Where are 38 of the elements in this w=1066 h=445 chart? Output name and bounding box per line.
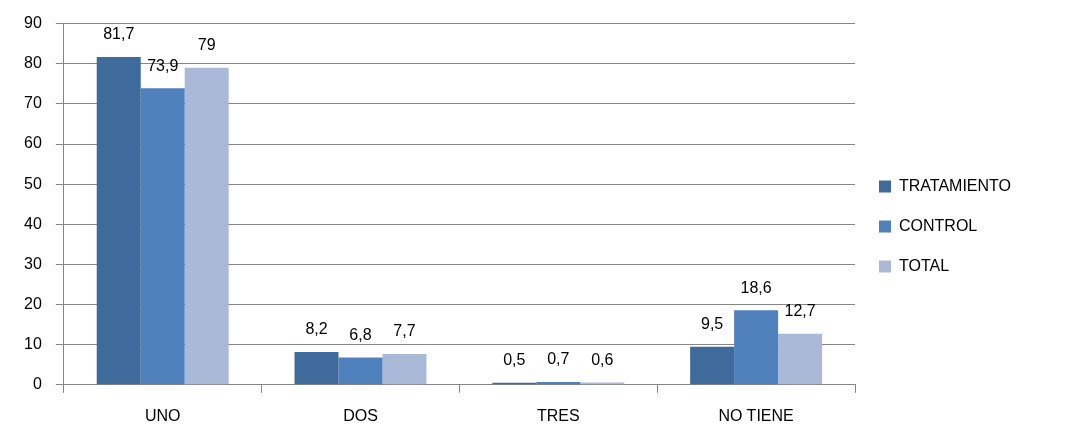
y-tick-label: 20 [24,294,42,312]
legend-label: TRATAMIENTO [899,176,1011,194]
y-tick-label: 30 [24,254,42,272]
legend-label: TOTAL [899,256,950,274]
y-tick-label: 50 [24,174,42,192]
x-tick-label: UNO [144,406,181,424]
data-label: 0,5 [503,351,526,369]
bar [294,351,339,385]
data-label: 6,8 [349,325,372,343]
data-label: 8,2 [305,320,328,338]
data-label: 12,7 [784,302,816,320]
bar [96,56,141,385]
y-tick-label: 60 [24,134,42,152]
data-label: 7,7 [393,322,416,340]
x-tick-label: NO TIENE [718,406,794,424]
y-tick-label: 70 [24,94,42,112]
data-label: 0,6 [591,350,614,368]
data-label: 0,7 [547,350,570,368]
data-label: 73,9 [147,56,179,74]
data-label: 81,7 [103,25,135,43]
y-tick-label: 10 [24,335,42,353]
bar [338,357,383,385]
y-tick-label: 90 [24,14,42,32]
data-label: 79 [197,36,216,54]
y-tick-label: 40 [24,214,42,232]
x-tick-label: TRES [536,406,580,424]
y-tick-label: 80 [24,54,42,72]
legend-label: CONTROL [899,216,978,234]
y-tick-label: 0 [32,375,42,393]
bar [382,353,427,385]
data-label: 9,5 [701,315,724,333]
bar [734,310,779,385]
bar [778,333,823,385]
x-tick-label: DOS [343,406,378,424]
bar [184,67,229,385]
bar [690,346,735,385]
bar [140,88,185,385]
data-label: 18,6 [740,278,772,296]
